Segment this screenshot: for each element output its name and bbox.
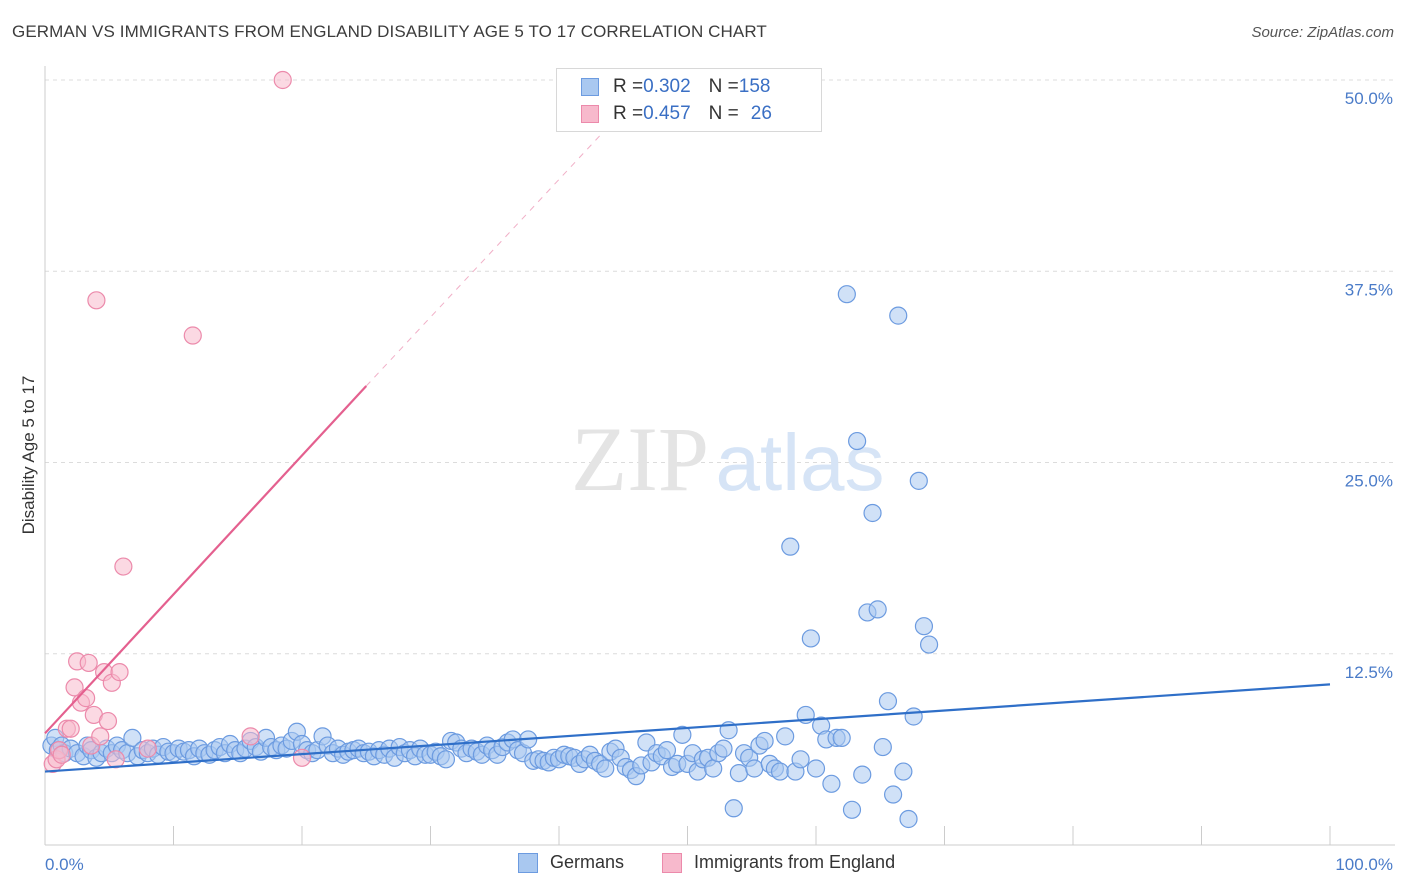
germans-point-162 — [868, 600, 887, 619]
england-point-20 — [114, 557, 133, 576]
germans-point-143 — [770, 762, 790, 781]
germans-point-135 — [729, 763, 749, 783]
england-point-19 — [110, 663, 129, 682]
chart-source: Source: ZipAtlas.com — [1251, 24, 1394, 41]
germans-point-164 — [878, 692, 898, 711]
germans-point-138 — [745, 759, 764, 778]
england-swatch — [581, 105, 599, 123]
england-r-label: R = — [613, 103, 644, 124]
germans-r-label: R = — [613, 76, 644, 97]
england-point-22 — [183, 326, 202, 345]
stats-legend: R = 0.302 N = 158 R = 0.457 N = 26 — [556, 68, 822, 132]
germans-point-167 — [894, 762, 913, 781]
england-r-value: 0.457 — [643, 103, 691, 124]
germans-point-149 — [801, 629, 820, 648]
germans-n-value: 158 — [738, 76, 771, 97]
germans-swatch — [581, 78, 599, 96]
germans-n-label: N = — [708, 76, 739, 97]
germans-point-170 — [909, 471, 928, 490]
chart-title: GERMAN VS IMMIGRANTS FROM ENGLAND DISABI… — [12, 22, 767, 41]
legend-row-england: R = 0.457 N = 26 — [581, 103, 772, 125]
england-point-10 — [79, 653, 98, 673]
england-trend-line — [44, 385, 368, 735]
germans-point-157 — [842, 800, 862, 819]
england-point-6 — [65, 678, 84, 697]
england-trend-extension — [365, 110, 624, 387]
germans-point-165 — [883, 785, 903, 804]
germans-point-124 — [673, 725, 692, 744]
germans-point-144 — [776, 727, 795, 746]
england-point-3 — [52, 745, 71, 764]
germans-point-121 — [657, 741, 677, 760]
germans-point-155 — [832, 728, 851, 748]
bottom-legend-england: Immigrants from England — [662, 852, 895, 873]
england-point-5 — [61, 719, 80, 738]
england-point-14 — [91, 727, 110, 746]
england-legend-swatch — [662, 852, 682, 873]
england-point-9 — [77, 689, 96, 708]
legend-row-germans: R = 0.302 N = 158 — [581, 76, 770, 98]
germans-point-158 — [848, 431, 867, 451]
watermark-zip: ZIP — [571, 408, 709, 510]
x-tick-label-1: 100.0% — [1335, 855, 1393, 874]
x-tick-label-0: 0.0% — [45, 855, 84, 874]
germans-point-147 — [791, 750, 810, 769]
germans-point-156 — [837, 285, 856, 304]
england-point-23 — [241, 727, 260, 746]
germans-point-161 — [863, 503, 882, 523]
germans-point-169 — [904, 707, 923, 726]
germans-point-150 — [806, 759, 826, 778]
england-n-value: 26 — [750, 103, 772, 124]
germans-point-140 — [755, 731, 774, 751]
germans-point-171 — [914, 617, 934, 636]
germans-point-153 — [822, 774, 841, 793]
bottom-legend-germans: Germans — [518, 852, 624, 873]
watermark-atlas: atlas — [716, 418, 885, 507]
y-axis-label: Disability Age 5 to 17 — [19, 376, 38, 535]
germans-r-value: 0.302 — [643, 76, 691, 97]
germans-point-145 — [781, 537, 800, 556]
germans-point-163 — [873, 737, 892, 757]
england-point-13 — [87, 291, 106, 310]
england-point-25 — [292, 748, 312, 767]
y-tick-label-0: 12.5% — [1345, 663, 1393, 682]
germans-point-172 — [919, 635, 939, 654]
germans-point-159 — [853, 765, 872, 784]
y-tick-label-1: 25.0% — [1345, 472, 1393, 491]
germans-point-78 — [436, 750, 456, 769]
germans-trend-line — [44, 683, 1331, 773]
england-point-24 — [273, 70, 292, 90]
y-tick-label-3: 50.0% — [1345, 89, 1393, 108]
germans-point-166 — [889, 306, 908, 325]
germans-point-17 — [123, 728, 142, 748]
germans-point-109 — [596, 759, 615, 778]
germans-point-134 — [724, 799, 743, 818]
germans-point-132 — [714, 739, 733, 758]
england-legend-label: Immigrants from England — [694, 852, 896, 872]
germans-point-130 — [704, 759, 723, 778]
england-point-16 — [98, 711, 118, 731]
y-tick-label-2: 37.5% — [1345, 280, 1393, 299]
england-point-21 — [138, 739, 157, 758]
england-n-label: N = — [708, 103, 739, 124]
germans-legend-swatch — [518, 852, 538, 873]
germans-point-168 — [899, 809, 918, 829]
germans-legend-label: Germans — [550, 852, 625, 872]
